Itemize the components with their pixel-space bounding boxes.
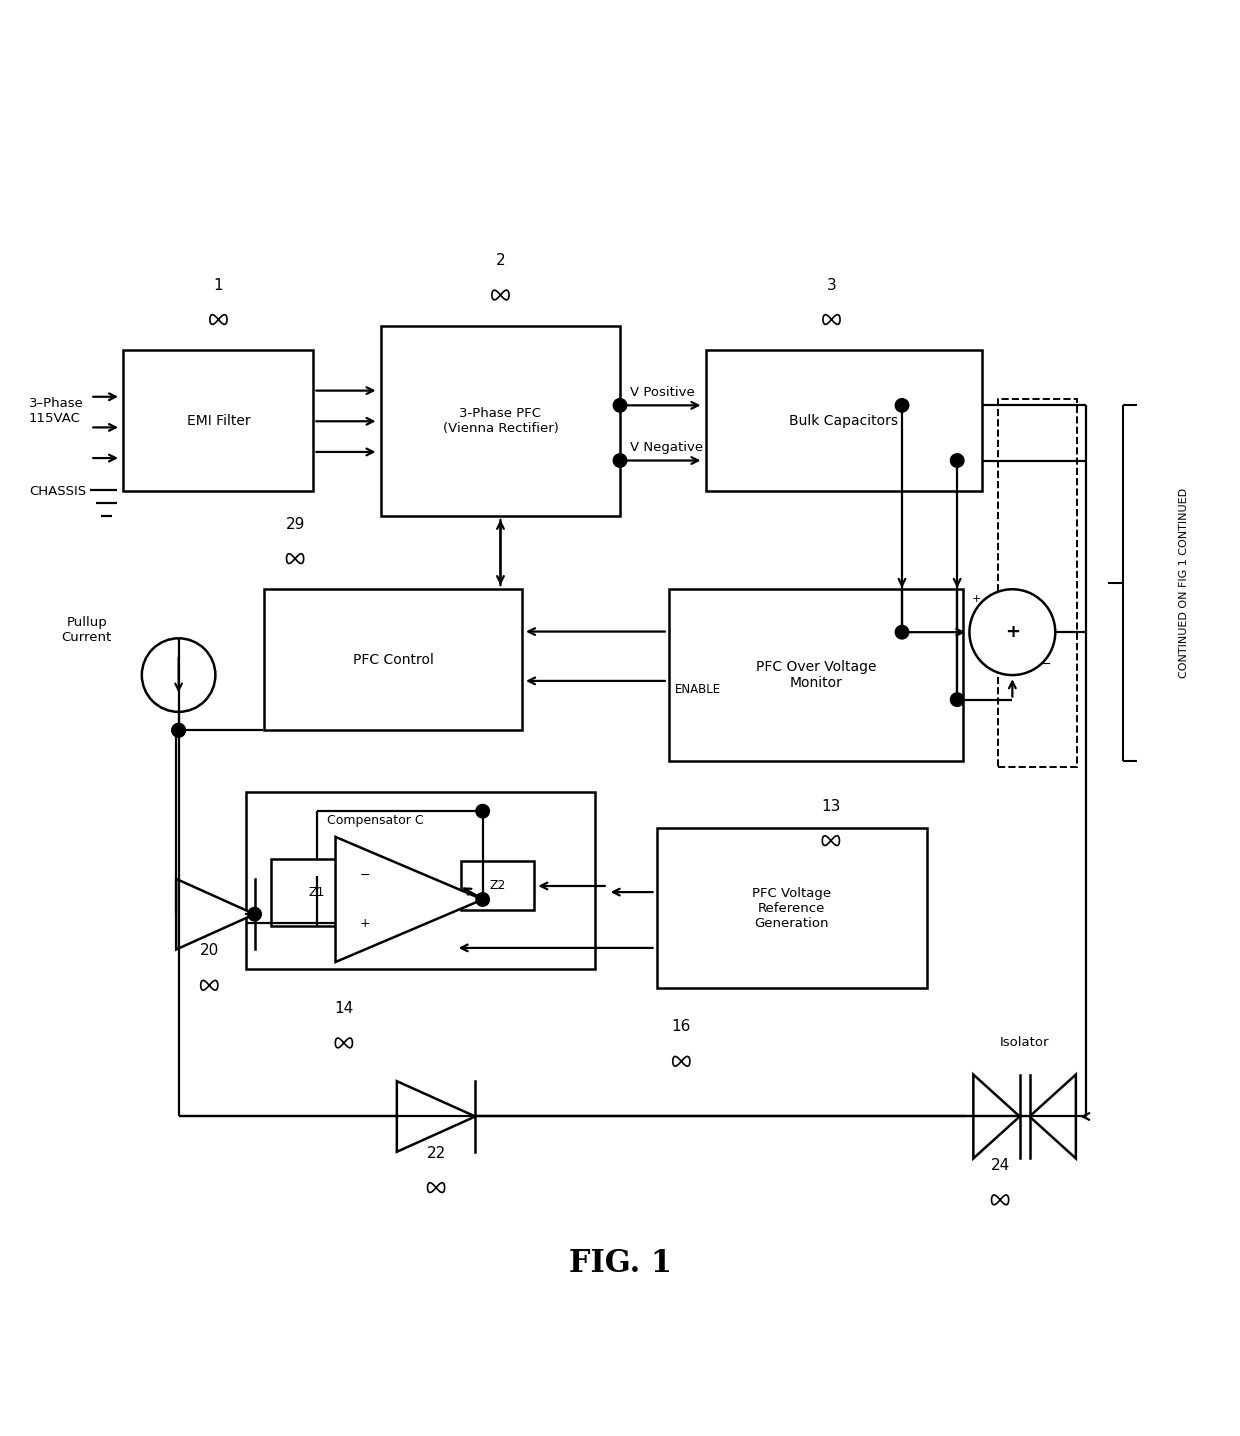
Text: V Positive: V Positive — [630, 386, 694, 399]
Text: FIG. 1: FIG. 1 — [568, 1248, 672, 1279]
Polygon shape — [336, 837, 482, 962]
Bar — [270, 859, 362, 926]
Text: V Negative: V Negative — [630, 441, 703, 454]
Text: +: + — [1004, 623, 1019, 640]
Bar — [124, 350, 314, 491]
Bar — [264, 589, 522, 731]
Circle shape — [614, 399, 626, 412]
Polygon shape — [176, 879, 254, 949]
Bar — [460, 862, 534, 910]
Bar — [657, 829, 926, 988]
Bar — [670, 589, 963, 761]
Circle shape — [476, 893, 490, 906]
Circle shape — [614, 454, 626, 467]
Text: 16: 16 — [672, 1020, 691, 1034]
Text: CONTINUED ON FIG 1 CONTINUED: CONTINUED ON FIG 1 CONTINUED — [1179, 488, 1189, 678]
Circle shape — [950, 692, 963, 707]
Text: 3: 3 — [827, 277, 836, 293]
Circle shape — [141, 639, 216, 712]
Circle shape — [172, 724, 185, 737]
Text: 29: 29 — [285, 517, 305, 531]
Text: 24: 24 — [991, 1157, 1009, 1173]
Circle shape — [172, 724, 185, 737]
Text: PFC Voltage
Reference
Generation: PFC Voltage Reference Generation — [753, 886, 831, 929]
Text: −: − — [360, 869, 371, 882]
Text: PFC Over Voltage
Monitor: PFC Over Voltage Monitor — [756, 661, 877, 691]
Text: 2: 2 — [496, 253, 505, 269]
Text: 13: 13 — [821, 798, 841, 814]
Text: −: − — [1042, 659, 1052, 672]
Bar — [706, 350, 982, 491]
Circle shape — [970, 589, 1055, 675]
Circle shape — [895, 626, 909, 639]
Polygon shape — [397, 1081, 475, 1152]
Text: Bulk Capacitors: Bulk Capacitors — [790, 414, 898, 428]
Text: 1: 1 — [213, 277, 223, 293]
Text: +: + — [972, 595, 981, 605]
Text: Z1: Z1 — [309, 886, 325, 899]
Text: +: + — [360, 916, 371, 929]
Text: CHASSIS: CHASSIS — [29, 485, 86, 498]
Circle shape — [950, 454, 963, 467]
Text: Z2: Z2 — [490, 879, 506, 893]
Bar — [998, 399, 1078, 767]
Text: 20: 20 — [200, 943, 219, 958]
Bar — [381, 326, 620, 516]
Text: 3–Phase
115VAC: 3–Phase 115VAC — [29, 398, 84, 425]
Bar — [246, 791, 595, 969]
Text: Pullup
Current: Pullup Current — [62, 616, 112, 643]
Text: 3-Phase PFC
(Vienna Rectifier): 3-Phase PFC (Vienna Rectifier) — [443, 406, 558, 435]
Text: 22: 22 — [427, 1146, 445, 1160]
Polygon shape — [1029, 1074, 1076, 1159]
Text: EMI Filter: EMI Filter — [187, 414, 250, 428]
Text: PFC Control: PFC Control — [352, 653, 434, 666]
Text: ENABLE: ENABLE — [675, 684, 722, 696]
Circle shape — [248, 908, 262, 920]
Polygon shape — [973, 1074, 1019, 1159]
Circle shape — [476, 804, 490, 819]
Text: Isolator: Isolator — [999, 1035, 1049, 1050]
Text: 14: 14 — [335, 1001, 353, 1015]
Circle shape — [895, 399, 909, 412]
Text: Compensator C: Compensator C — [327, 814, 424, 827]
